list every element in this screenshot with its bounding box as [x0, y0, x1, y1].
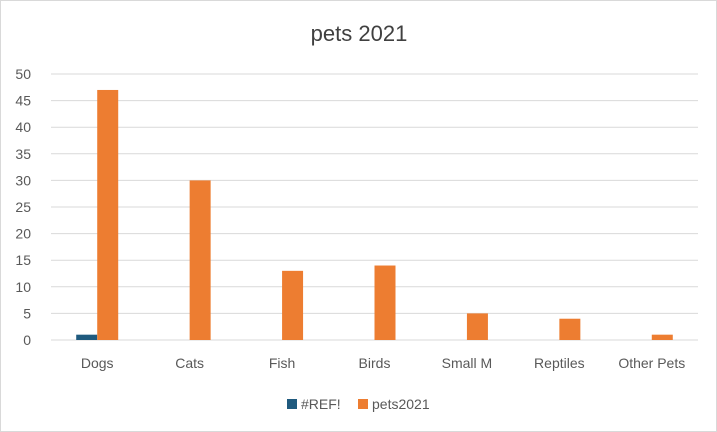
bar-pets2021-dogs [97, 89, 119, 341]
bar-pets2021-cats [189, 180, 211, 340]
x-tick-label: Fish [269, 355, 295, 371]
legend-swatch [358, 399, 368, 409]
legend-swatch [287, 399, 297, 409]
y-tick-label: 30 [15, 172, 31, 188]
bar-pets2021-fish [282, 270, 304, 340]
x-tick-label: Cats [175, 355, 204, 371]
y-tick-label: 35 [15, 146, 31, 162]
y-tick-label: 10 [15, 279, 31, 295]
y-tick-label: 0 [23, 332, 31, 348]
bar-pets2021-other-pets [651, 334, 673, 340]
y-axis-ticks: 0 5 10 15 20 25 30 35 40 45 50 [15, 66, 31, 348]
legend-label: #REF! [301, 396, 341, 412]
y-tick-label: 5 [23, 305, 31, 321]
bar-pets2021-birds [374, 265, 396, 340]
x-tick-label: Birds [359, 355, 391, 371]
y-tick-label: 50 [15, 66, 31, 82]
bars [76, 89, 673, 341]
y-tick-label: 25 [15, 199, 31, 215]
x-tick-label: Dogs [81, 355, 114, 371]
x-tick-label: Other Pets [618, 355, 685, 371]
gridlines [51, 73, 698, 341]
x-axis-ticks: Dogs Cats Fish Birds Small M Reptiles Other Pe… [81, 355, 685, 371]
bar-ref-dogs [76, 334, 98, 340]
bar-pets2021-small-m [466, 313, 488, 340]
x-tick-label: Reptiles [534, 355, 585, 371]
legend: #REF! pets2021 [287, 396, 430, 412]
chart-title: pets 2021 [311, 21, 408, 46]
x-tick-label: Small M [442, 355, 493, 371]
legend-label: pets2021 [372, 396, 430, 412]
bar-pets2021-reptiles [559, 318, 581, 340]
y-tick-label: 20 [15, 226, 31, 242]
y-tick-label: 45 [15, 93, 31, 109]
y-tick-label: 15 [15, 252, 31, 268]
y-tick-label: 40 [15, 119, 31, 135]
